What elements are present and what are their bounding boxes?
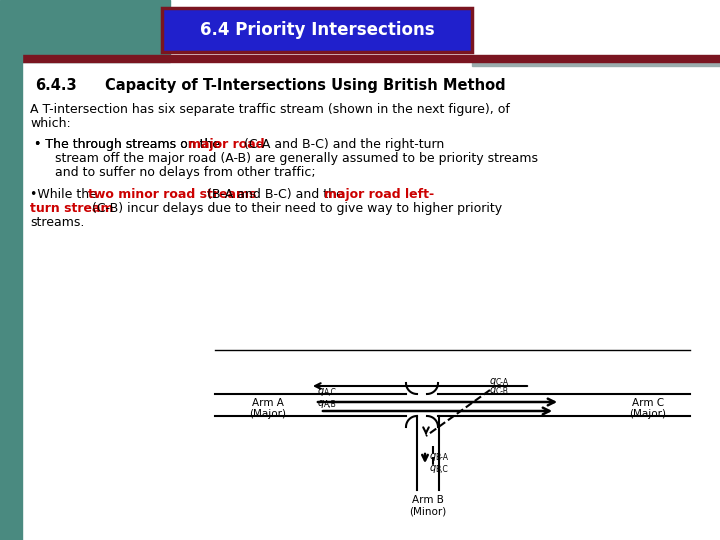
Text: (Minor): (Minor) xyxy=(410,506,446,516)
Text: major road left-: major road left- xyxy=(324,188,434,201)
Bar xyxy=(162,8,472,52)
Text: 6.4 Priority Intersections: 6.4 Priority Intersections xyxy=(199,21,434,39)
Text: Arm C: Arm C xyxy=(632,398,664,408)
Text: A,B: A,B xyxy=(323,400,336,409)
Text: q: q xyxy=(318,386,324,396)
Bar xyxy=(22,55,720,62)
Text: B-A: B-A xyxy=(436,453,449,462)
Text: and to suffer no delays from other traffic;: and to suffer no delays from other traff… xyxy=(55,166,315,179)
Text: • The through streams on the: • The through streams on the xyxy=(30,138,224,151)
Text: streams.: streams. xyxy=(30,216,84,229)
Text: q: q xyxy=(490,385,496,395)
Text: q: q xyxy=(430,451,436,461)
Text: •While the: •While the xyxy=(30,188,101,201)
Text: q: q xyxy=(430,463,436,473)
Text: A T-intersection has six separate traffic stream (shown in the next figure), of: A T-intersection has six separate traffi… xyxy=(30,103,510,116)
Text: q: q xyxy=(490,376,496,386)
Bar xyxy=(0,0,22,540)
Text: Arm B: Arm B xyxy=(412,495,444,505)
Text: (C-B) incur delays due to their need to give way to higher priority: (C-B) incur delays due to their need to … xyxy=(88,202,502,215)
Bar xyxy=(162,8,472,52)
Text: major road: major road xyxy=(187,138,264,151)
Text: 6.4.3: 6.4.3 xyxy=(35,78,76,93)
Text: turn stream: turn stream xyxy=(30,202,114,215)
Text: C-A: C-A xyxy=(495,378,508,387)
Text: (Major): (Major) xyxy=(250,409,287,419)
Text: • The through streams on the: • The through streams on the xyxy=(30,138,224,151)
Text: q: q xyxy=(318,398,324,408)
Text: Arm A: Arm A xyxy=(252,398,284,408)
Text: C-B: C-B xyxy=(495,387,508,396)
Text: (B-A and B-C) and the: (B-A and B-C) and the xyxy=(203,188,348,201)
Text: (C-A and B-C) and the right-turn: (C-A and B-C) and the right-turn xyxy=(240,138,444,151)
Bar xyxy=(22,0,170,62)
Bar xyxy=(472,56,720,66)
Text: B,C: B,C xyxy=(436,465,449,474)
Text: stream off the major road (A-B) are generally assumed to be priority streams: stream off the major road (A-B) are gene… xyxy=(55,152,538,165)
Text: Capacity of T-Intersections Using British Method: Capacity of T-Intersections Using Britis… xyxy=(105,78,505,93)
Text: (Major): (Major) xyxy=(629,409,667,419)
Text: A,C: A,C xyxy=(323,388,336,397)
Text: which:: which: xyxy=(30,117,71,130)
Text: two minor road streams: two minor road streams xyxy=(88,188,256,201)
